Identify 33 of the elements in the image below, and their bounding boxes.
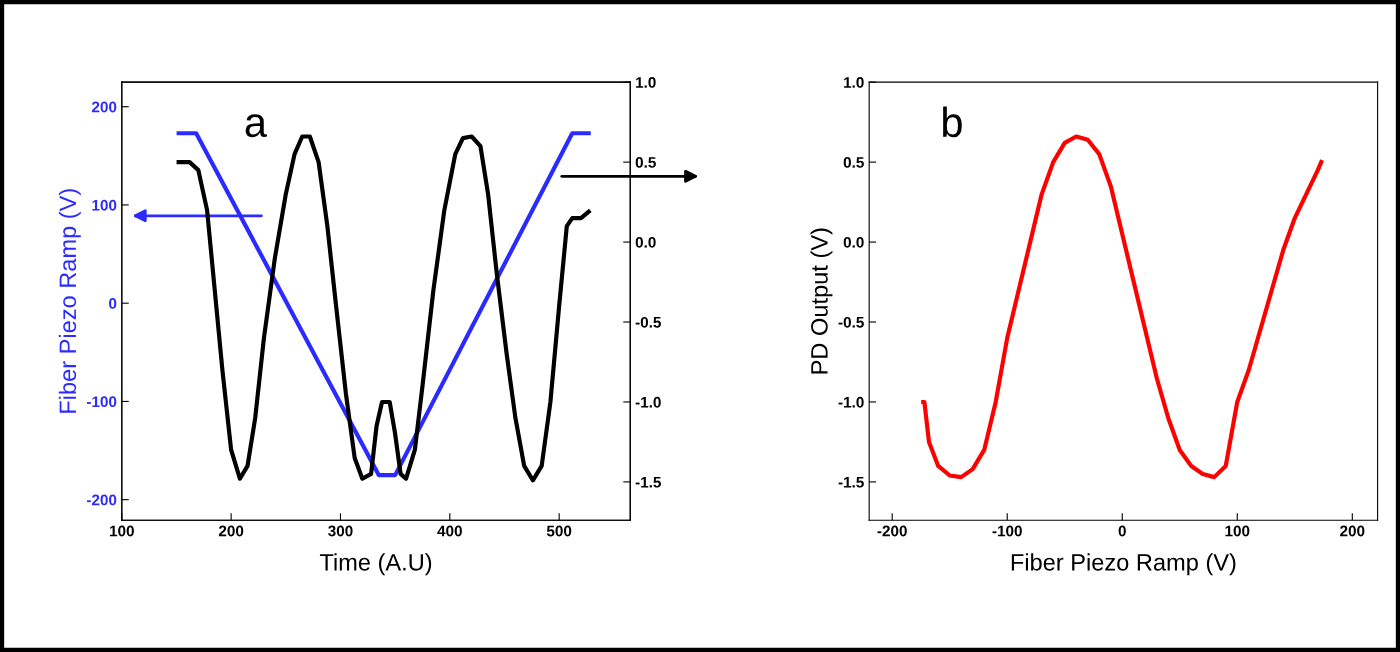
x-tick-label: 100: [110, 525, 134, 537]
y-axis-title: PD Output (V): [810, 228, 833, 374]
x-tick-label: 100: [1225, 525, 1250, 537]
y2-tick-label: -1.5: [635, 476, 661, 488]
y2-tick-label: -0.5: [635, 316, 661, 328]
x-tick-label: 500: [546, 525, 572, 537]
x-axis-title: Time (A.U): [319, 553, 432, 576]
y-tick-label: 1.0: [844, 77, 864, 88]
x-tick-label: -100: [992, 525, 1022, 537]
x-tick-label: 200: [1340, 525, 1365, 537]
x-tick-label: 200: [218, 525, 244, 537]
annotation: b: [943, 106, 962, 138]
y-tick-label: -1.5: [838, 476, 864, 488]
y-axis-title: Fiber Piezo Ramp (V): [58, 189, 81, 413]
x-tick-label: 300: [328, 525, 353, 537]
y2-tick-label: -1.0: [635, 396, 661, 408]
y2-tick-label: 0.0: [635, 236, 656, 248]
y-tick-label: 0.0: [843, 236, 864, 248]
y-tick-label: 100: [92, 199, 117, 211]
y-tick-label: 0.5: [843, 156, 864, 168]
x-tick-label: -200: [877, 525, 907, 537]
x-axis-title: Fiber Piezo Ramp (V): [1011, 553, 1236, 576]
y-tick-label: -1.0: [838, 396, 864, 408]
annotation: a: [245, 114, 267, 138]
y-tick-label: -200: [86, 494, 117, 506]
y-tick-label: -0.5: [838, 316, 864, 328]
y-tick-label: -100: [86, 396, 117, 408]
x-tick-label: 400: [437, 525, 462, 537]
y-tick-label: 0: [109, 298, 117, 309]
y2-tick-label: 1.0: [636, 77, 656, 88]
x-tick-label: 0: [1118, 525, 1126, 537]
y-tick-label: 200: [91, 101, 117, 113]
y2-tick-label: 0.5: [635, 156, 656, 168]
